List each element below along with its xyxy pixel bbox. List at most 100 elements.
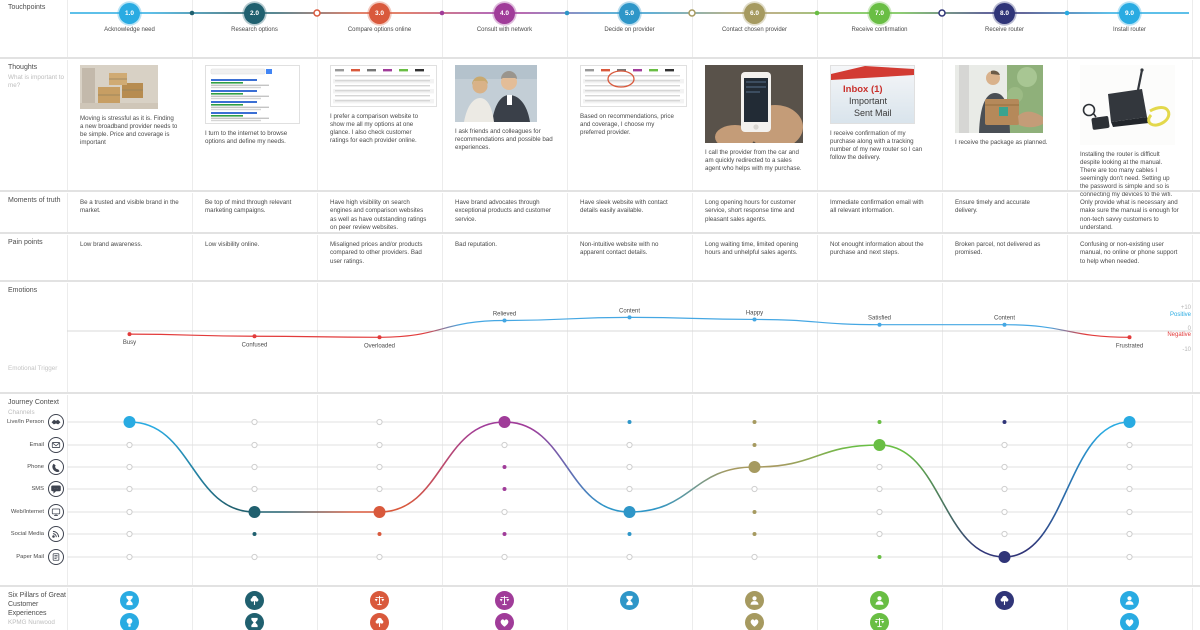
secondary-channel-dot[interactable] <box>752 420 757 424</box>
channel-label: SMS <box>31 486 44 492</box>
emotion-point[interactable] <box>1002 322 1007 327</box>
touchpoint-label: Receive confirmation <box>851 27 908 33</box>
column-divider <box>192 395 193 585</box>
touchpoint-circle[interactable]: 6.0 <box>744 2 765 24</box>
moment-of-truth-cell: Ensure timely and accurate delivery. <box>955 199 1030 215</box>
secondary-channel-dot[interactable] <box>752 443 757 447</box>
column-divider <box>942 395 943 585</box>
column-divider <box>1192 283 1193 392</box>
column-divider <box>1067 235 1068 280</box>
primary-channel-dot[interactable] <box>373 506 386 518</box>
column-divider <box>817 283 818 392</box>
touchpoint-circle[interactable]: 8.0 <box>994 2 1015 24</box>
secondary-channel-dot[interactable] <box>502 532 507 536</box>
axis-max-label: +10 <box>1180 305 1191 311</box>
emotion-label: Satisfied <box>868 316 891 322</box>
column-divider <box>1192 60 1193 190</box>
secondary-channel-dot[interactable] <box>252 532 257 536</box>
touchpoint-circle[interactable]: 4.0 <box>494 2 515 24</box>
thoughts-label: Thoughts <box>8 64 38 71</box>
journey-context-label: Journey Context <box>8 399 59 406</box>
primary-channel-dot[interactable] <box>248 506 261 518</box>
emotion-point[interactable] <box>502 318 507 323</box>
pillars-gutter: Six Pillars of Great Customer Experience… <box>8 592 66 627</box>
touchpoint-number: 1.0 <box>124 9 135 17</box>
emotions-gutter: Emotions <box>8 287 66 296</box>
thought-caption: Based on recommendations, price and cove… <box>580 113 674 137</box>
emotion-point[interactable] <box>252 334 257 339</box>
thought-caption: I receive the package as planned. <box>955 139 1048 146</box>
touchpoint-circle[interactable]: 5.0 <box>619 2 640 24</box>
thought-card: Based on recommendations, price and cove… <box>567 60 692 142</box>
primary-channel-dot[interactable] <box>623 506 636 518</box>
secondary-channel-dot[interactable] <box>752 510 757 514</box>
pain-grid: Low brand awareness. Low visibility onlin… <box>67 235 1193 280</box>
secondary-channel-dot[interactable] <box>1002 420 1007 424</box>
emotion-point[interactable] <box>877 322 882 327</box>
primary-channel-dot[interactable] <box>873 439 886 451</box>
column-divider <box>567 193 568 232</box>
pillars-label: Six Pillars of Great Customer Experience… <box>8 592 66 617</box>
tree-icon <box>245 590 264 610</box>
emotion-point[interactable] <box>377 335 382 340</box>
emotion-point[interactable] <box>127 332 132 337</box>
rss-icon <box>48 526 64 542</box>
column-divider <box>317 395 318 585</box>
hourglass-icon <box>620 590 639 610</box>
emotion-label: Content <box>619 308 640 314</box>
moments-label: Moments of truth <box>8 197 61 204</box>
primary-channel-dot[interactable] <box>498 416 511 428</box>
timeline-marker <box>1064 10 1070 16</box>
touchpoint-circle[interactable]: 1.0 <box>119 2 140 24</box>
thought-caption: I prefer a comparison website to show me… <box>330 113 419 145</box>
secondary-channel-dot[interactable] <box>502 487 507 491</box>
channel-row-social-media: Social Media <box>0 526 64 542</box>
column-divider <box>67 395 68 585</box>
secondary-channel-dot[interactable] <box>502 465 507 469</box>
column-divider <box>692 235 693 280</box>
touchpoint-label: Compare options online <box>347 27 412 33</box>
emotion-label: Happy <box>746 310 763 316</box>
column-divider <box>67 193 68 232</box>
column-divider <box>442 0 443 57</box>
phone-icon <box>48 459 64 475</box>
column-divider <box>942 60 943 190</box>
touchpoint-circle[interactable]: 7.0 <box>869 2 890 24</box>
secondary-channel-dot[interactable] <box>627 420 632 424</box>
touchpoint-circle[interactable]: 9.0 <box>1119 2 1140 24</box>
pillars-sublabel: KPMG Nunwood <box>8 619 55 627</box>
touchpoint-number: 7.0 <box>874 9 885 17</box>
pain-point-cell: Long waiting time, limited opening hours… <box>705 241 799 257</box>
pain-gutter: Pain points <box>8 239 66 248</box>
secondary-channel-dot[interactable] <box>752 532 757 536</box>
pain-point-cell: Low visibility online. <box>205 241 260 248</box>
emotion-point[interactable] <box>627 315 632 320</box>
emotion-point[interactable] <box>1127 335 1132 340</box>
column-divider <box>942 283 943 392</box>
emotion-label: Overloaded <box>364 343 395 349</box>
primary-channel-dot[interactable] <box>123 416 136 428</box>
channel-label: Live/In Person <box>6 419 44 425</box>
handshake-icon <box>48 414 64 430</box>
column-divider <box>1192 0 1193 57</box>
thought-caption: I turn to the internet to browse options… <box>205 130 288 146</box>
secondary-channel-dot[interactable] <box>877 420 882 424</box>
column-divider <box>942 235 943 280</box>
primary-channel-dot[interactable] <box>1123 416 1136 428</box>
secondary-channel-dot[interactable] <box>627 532 632 536</box>
thought-card: I receive the package as planned. <box>942 60 1067 152</box>
emotion-point[interactable] <box>752 317 757 322</box>
primary-channel-dot[interactable] <box>748 461 761 473</box>
secondary-channel-dot[interactable] <box>877 555 882 559</box>
column-divider <box>817 193 818 232</box>
monitor-icon <box>48 504 64 520</box>
timeline-marker <box>938 9 946 17</box>
secondary-channel-dot[interactable] <box>377 532 382 536</box>
person-icon <box>870 590 889 610</box>
column-divider <box>1067 588 1068 630</box>
touchpoint-circle[interactable]: 3.0 <box>369 2 390 24</box>
primary-channel-dot[interactable] <box>998 551 1011 563</box>
touchpoints-grid: 1.0 Acknowledge need 2.0 Research options 3.… <box>67 0 1193 57</box>
touchpoint-number: 8.0 <box>999 9 1010 17</box>
touchpoint-circle[interactable]: 2.0 <box>244 2 265 24</box>
